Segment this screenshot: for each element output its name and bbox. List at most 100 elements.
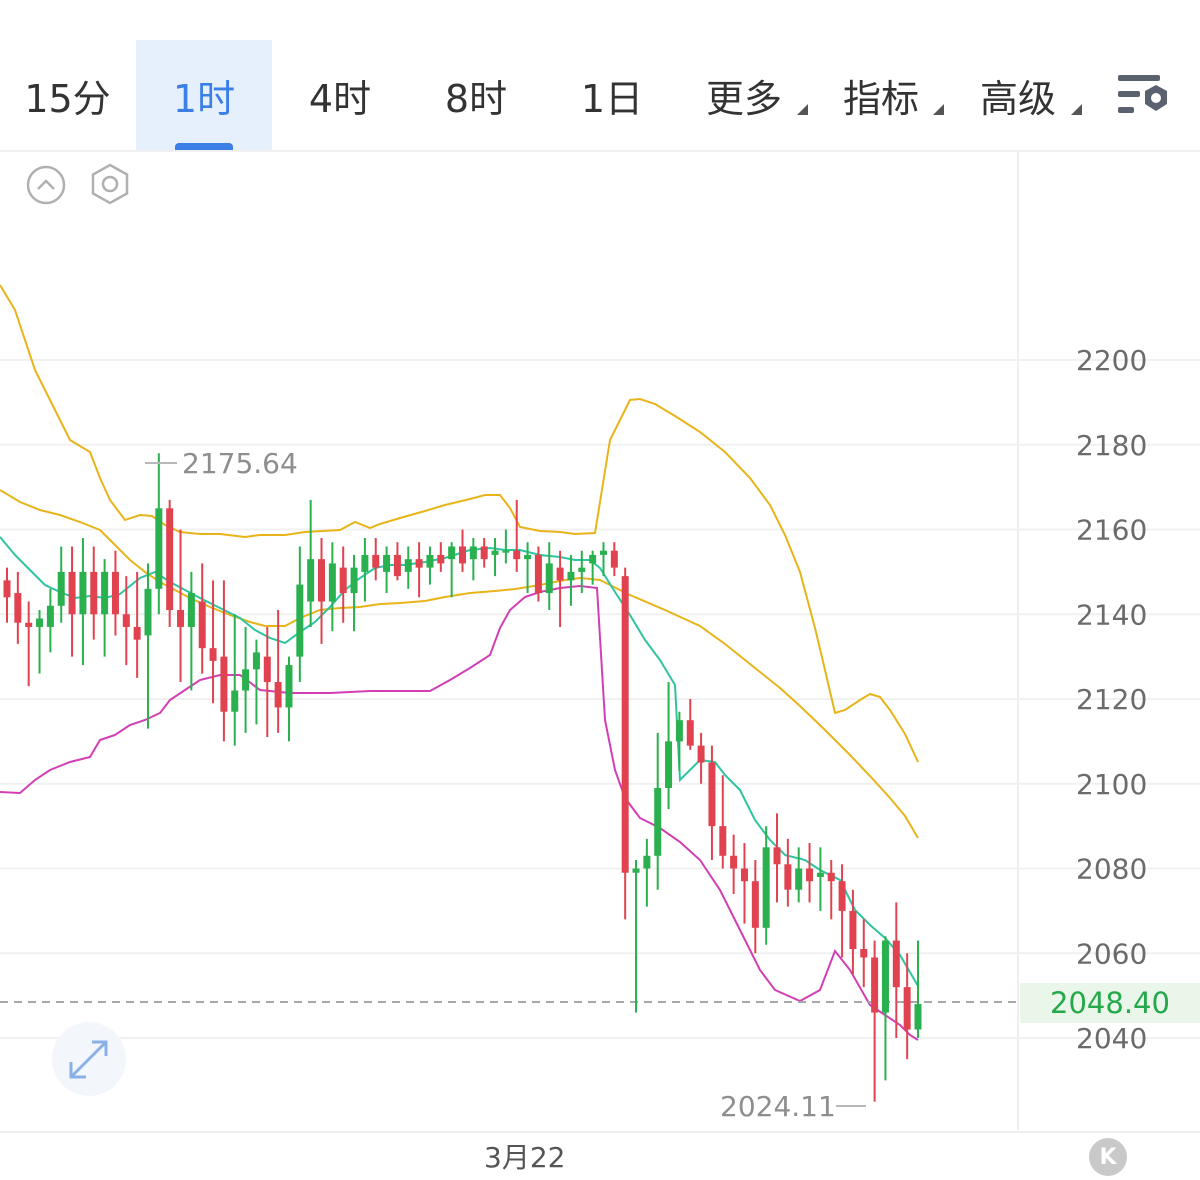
candle-down <box>556 567 564 581</box>
candle-down <box>860 949 868 958</box>
expand-icon <box>69 1040 108 1079</box>
candle-up <box>426 554 434 568</box>
candle-up <box>795 868 803 890</box>
candle-down <box>133 626 141 640</box>
candle-down <box>610 550 618 568</box>
boll-middle-line <box>0 489 919 839</box>
candle-down <box>209 648 217 661</box>
candle-up <box>231 690 239 712</box>
collapse-up-icon[interactable] <box>25 164 67 206</box>
tab-1day[interactable]: 1日 <box>544 40 680 150</box>
y-tick-label: 2160 <box>1076 514 1147 547</box>
tab-label: 8时 <box>444 76 508 121</box>
tab-15min[interactable]: 15分 <box>0 40 135 150</box>
dropdown-triangle-icon <box>1071 104 1082 115</box>
candle-down <box>393 554 401 577</box>
candle-up <box>36 618 44 627</box>
candle-up <box>665 741 673 788</box>
candle-down <box>827 872 835 882</box>
candle-up <box>242 669 250 691</box>
candle-up <box>187 593 195 627</box>
timeframe-tab-bar: 15分 1时 4时 8时 1日 更多 指标 高级 <box>0 0 1200 151</box>
candle-down <box>459 546 466 564</box>
candle-down <box>68 571 76 615</box>
candle-up <box>383 554 391 572</box>
tab-label: 1日 <box>580 76 644 121</box>
candle-down <box>871 957 879 1013</box>
candle-down <box>3 580 11 598</box>
candle-up <box>296 584 304 657</box>
candle-down <box>220 656 228 712</box>
tab-8hour[interactable]: 8时 <box>408 40 544 150</box>
candle-down <box>415 559 423 568</box>
y-tick-label: 2100 <box>1076 768 1147 801</box>
candle-down <box>318 559 326 602</box>
k-badge-button[interactable]: K <box>1089 1138 1127 1176</box>
tab-indicators[interactable]: 指标 <box>818 40 944 150</box>
candle-up <box>144 588 152 636</box>
dropdown-triangle-icon <box>797 104 808 115</box>
y-tick-label: 2060 <box>1076 937 1147 970</box>
candle-up <box>404 559 412 572</box>
candle-down <box>339 567 347 594</box>
candle-down <box>892 940 900 988</box>
candle-up <box>307 559 315 602</box>
y-tick-label: 2200 <box>1076 344 1147 377</box>
candle-down <box>480 546 488 560</box>
dropdown-triangle-icon <box>933 104 944 115</box>
candle-down <box>806 868 814 882</box>
x-axis-date-label: 3月22 <box>484 1141 566 1174</box>
candle-down <box>621 576 629 873</box>
candle-down <box>838 881 846 911</box>
active-tab-indicator <box>175 143 233 150</box>
candle-up <box>328 563 336 602</box>
fullscreen-button[interactable] <box>52 1022 126 1096</box>
candle-up <box>469 546 477 560</box>
tab-label: 15分 <box>24 76 111 121</box>
candle-down <box>849 910 857 950</box>
tab-label: 高级 <box>979 76 1056 121</box>
candle-up <box>567 571 575 581</box>
candle-up <box>589 554 597 564</box>
candle-up <box>816 872 824 877</box>
candle-down <box>437 554 445 564</box>
candle-down <box>513 550 521 560</box>
candle-up <box>881 940 889 1013</box>
candle-up <box>350 567 358 594</box>
candle-down <box>903 987 911 1030</box>
candle-down <box>274 682 282 708</box>
candle-down <box>730 855 738 869</box>
candle-up <box>502 550 510 553</box>
tab-advanced[interactable]: 高级 <box>954 40 1082 150</box>
tab-label: 4时 <box>308 76 372 121</box>
tab-4hour[interactable]: 4时 <box>272 40 408 150</box>
candle-up <box>491 550 499 555</box>
candle-up <box>654 787 662 856</box>
y-tick-label: 2120 <box>1076 683 1147 716</box>
tab-1hour[interactable]: 1时 <box>136 40 272 150</box>
tab-more[interactable]: 更多 <box>680 40 808 150</box>
candles-layer <box>3 453 922 1102</box>
candle-up <box>545 563 553 594</box>
boll-upper-line <box>0 284 919 763</box>
candle-down <box>719 826 727 856</box>
candle-up <box>599 550 607 555</box>
y-tick-label: 2140 <box>1076 598 1147 631</box>
candle-up <box>79 571 87 615</box>
candle-down <box>534 554 542 594</box>
candle-up <box>675 720 683 742</box>
candle-up <box>914 1004 922 1030</box>
candle-down <box>177 610 185 627</box>
chart-settings-icon[interactable] <box>1114 70 1176 122</box>
low-price-label: 2024.11 <box>720 1090 836 1123</box>
candle-down <box>686 720 694 746</box>
settings-hexagon-icon[interactable] <box>88 162 132 206</box>
y-axis-ticks: 2200 2180 2160 2140 2120 2100 2080 2060 2040 <box>1076 344 1147 1055</box>
candle-down <box>784 864 792 890</box>
candle-down <box>166 508 174 611</box>
candle-down <box>122 614 130 627</box>
candle-down <box>708 762 716 827</box>
candle-down <box>90 571 98 615</box>
y-tick-label: 2180 <box>1076 429 1147 462</box>
